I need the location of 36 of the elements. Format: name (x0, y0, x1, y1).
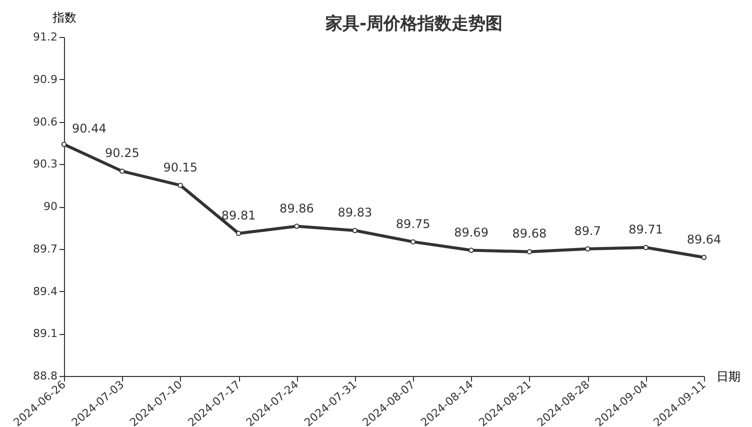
data-label: 89.71 (628, 222, 663, 236)
data-label: 89.69 (454, 225, 488, 240)
data-label: 90.44 (72, 121, 106, 136)
data-label: 89.64 (686, 232, 722, 246)
data-label: 89.83 (338, 206, 372, 220)
data-label: 90.15 (163, 160, 198, 174)
chart-title: 家具-周价格指数走势图 (324, 14, 503, 34)
point (410, 239, 416, 244)
point (178, 182, 183, 188)
point (294, 224, 300, 229)
y-tick-label: 90.6 (33, 115, 58, 128)
y-tick-label: 90 (44, 200, 58, 213)
y-tick-label: 91.2 (33, 30, 58, 44)
data-label: 89.81 (221, 208, 256, 222)
data-label: 89.68 (512, 226, 547, 241)
point (701, 254, 707, 260)
point (236, 230, 242, 236)
point (643, 244, 648, 250)
point (585, 246, 590, 252)
x-axis-title: 日期 (716, 370, 740, 384)
data-label: 89.86 (280, 201, 314, 216)
point (61, 142, 67, 147)
data-label: 90.25 (105, 146, 140, 160)
y-tick-label: 89.1 (33, 327, 58, 340)
point (526, 249, 532, 254)
y-tick-label: 90.3 (33, 158, 58, 171)
y-tick-label: 89.7 (33, 242, 58, 256)
data-label: 89.7 (574, 224, 601, 238)
y-tick-label: 90.9 (33, 72, 58, 86)
point (120, 168, 125, 174)
y-tick-label: 88.8 (33, 370, 58, 382)
data-label: 89.75 (396, 216, 430, 231)
y-tick-label: 89.4 (33, 284, 58, 298)
y-axis-title: 指数 (52, 10, 76, 24)
point (352, 228, 358, 234)
point (468, 248, 474, 253)
